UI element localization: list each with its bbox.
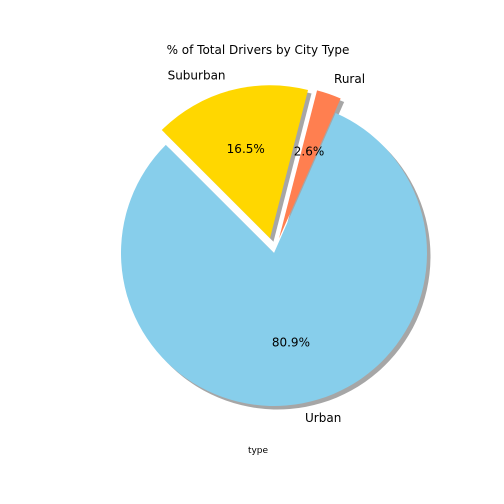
pie-labels: Urban 80.9% Rural 2.6% Suburban 16.5% — [168, 68, 365, 425]
slice-label-rural: Rural — [334, 72, 365, 86]
x-axis-label: type — [248, 446, 269, 456]
pie-slice-rural — [279, 90, 341, 239]
slice-label-urban: Urban — [305, 411, 341, 425]
pie-slice-urban — [121, 112, 428, 406]
chart-title: % of Total Drivers by City Type — [167, 43, 350, 57]
slice-label-suburban: Suburban — [168, 68, 226, 82]
pie-slice-suburban — [161, 85, 309, 239]
pie-slices — [121, 85, 428, 406]
slice-percent-urban: 80.9% — [272, 336, 310, 350]
slice-percent-suburban: 16.5% — [227, 142, 265, 156]
slice-percent-rural: 2.6% — [294, 144, 325, 158]
